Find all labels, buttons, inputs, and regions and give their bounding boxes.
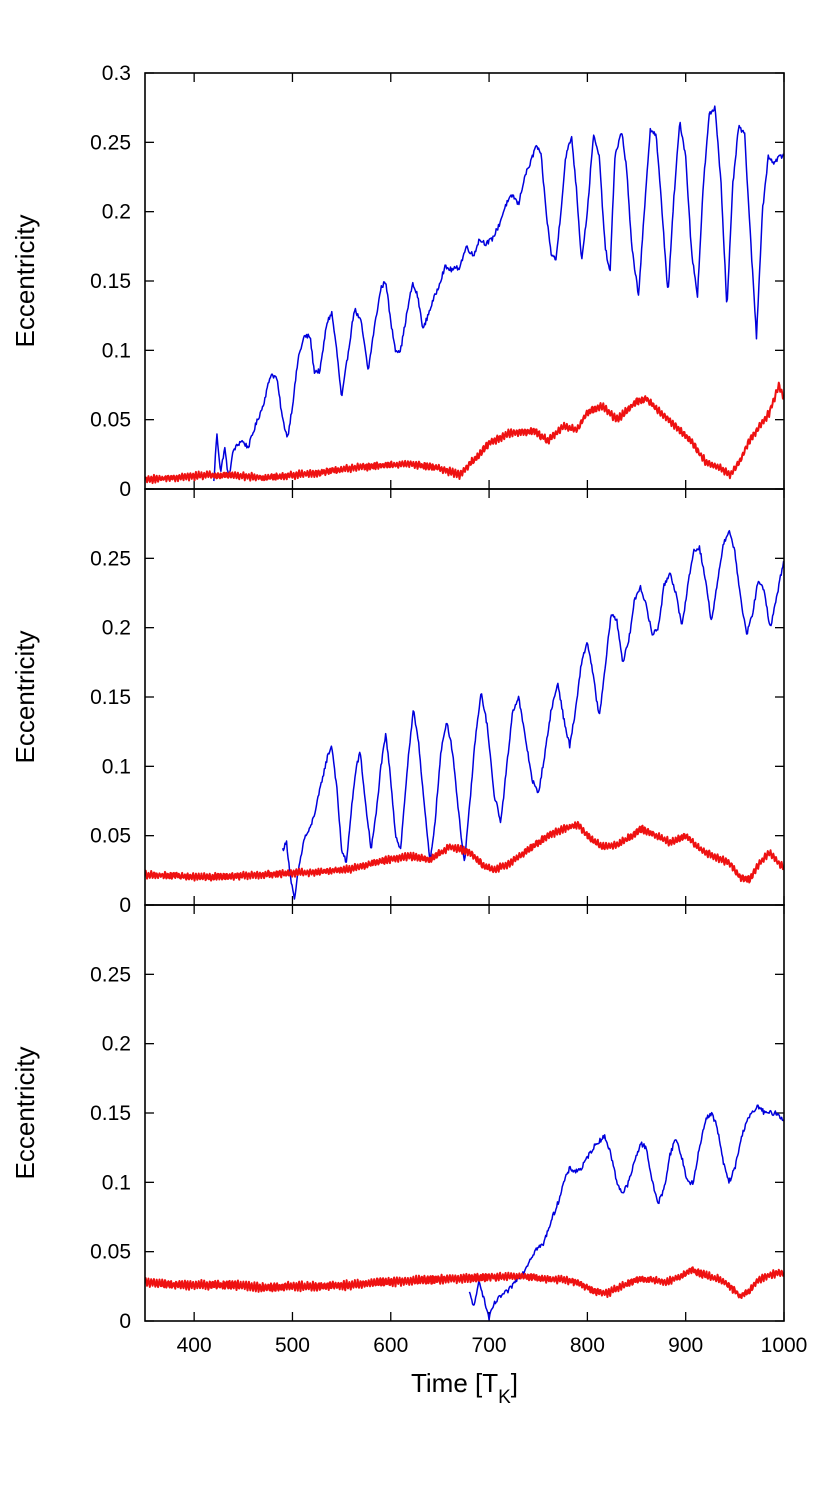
x-tick-label: 700 bbox=[472, 1334, 507, 1357]
panel-top: 0 0.05 0.1 0.15 0.2 0.25 0.3 Eccentricity bbox=[10, 62, 785, 501]
y-tick-label: 0.2 bbox=[102, 201, 131, 224]
series-line-blue bbox=[468, 1104, 784, 1321]
y-tick-label: 0.1 bbox=[102, 339, 131, 362]
x-tick-label: 900 bbox=[668, 1334, 703, 1357]
y-tick-label: 0.15 bbox=[90, 270, 131, 293]
y-axis-title: Eccentricity bbox=[10, 215, 40, 348]
panel-bottom: 0 0.05 0.1 0.15 0.2 0.25 400 500 600 700 800 900 100… bbox=[10, 904, 808, 1357]
y-tick-label: 0.2 bbox=[102, 1033, 131, 1056]
y-axis-title: Eccentricity bbox=[10, 1047, 40, 1180]
series-line-blue bbox=[213, 105, 784, 482]
y-tick-label: 0.15 bbox=[90, 686, 131, 709]
y-tick-label: 0.1 bbox=[102, 755, 131, 778]
series-line-red bbox=[145, 381, 784, 485]
y-tick-label: 0.15 bbox=[90, 1102, 131, 1125]
series-line-blue bbox=[281, 529, 784, 900]
y-tick-label: 0.05 bbox=[90, 825, 131, 848]
x-tick-label: 600 bbox=[373, 1334, 408, 1357]
y-axis-title: Eccentricity bbox=[10, 631, 40, 764]
y-tick-label: 0.25 bbox=[90, 547, 131, 570]
x-axis-title: Time [TK] bbox=[411, 1368, 518, 1408]
y-tick-label: 0.25 bbox=[90, 963, 131, 986]
y-tick-label: 0 bbox=[119, 478, 131, 501]
y-tick-label: 0 bbox=[119, 1310, 131, 1333]
panel-middle: 0 0.05 0.1 0.15 0.2 0.25 Eccentricity bbox=[10, 488, 785, 917]
x-tick-label: 1000 bbox=[761, 1334, 808, 1357]
y-tick-label: 0.2 bbox=[102, 617, 131, 640]
y-tick-label: 0.1 bbox=[102, 1171, 131, 1194]
x-tick-label: 800 bbox=[570, 1334, 605, 1357]
y-tick-label: 0.25 bbox=[90, 131, 131, 154]
series-line-red bbox=[145, 1266, 784, 1299]
series-line-red bbox=[145, 820, 784, 884]
x-tick-label: 400 bbox=[177, 1334, 212, 1357]
y-tick-label: 0.05 bbox=[90, 409, 131, 432]
y-tick-label: 0 bbox=[119, 894, 131, 917]
plot-frame bbox=[144, 72, 785, 490]
y-tick-label: 0.05 bbox=[90, 1241, 131, 1264]
x-tick-label: 500 bbox=[275, 1334, 310, 1357]
plot-frame bbox=[144, 904, 785, 1322]
y-tick-label: 0.3 bbox=[102, 62, 131, 85]
plot-frame bbox=[144, 488, 785, 906]
